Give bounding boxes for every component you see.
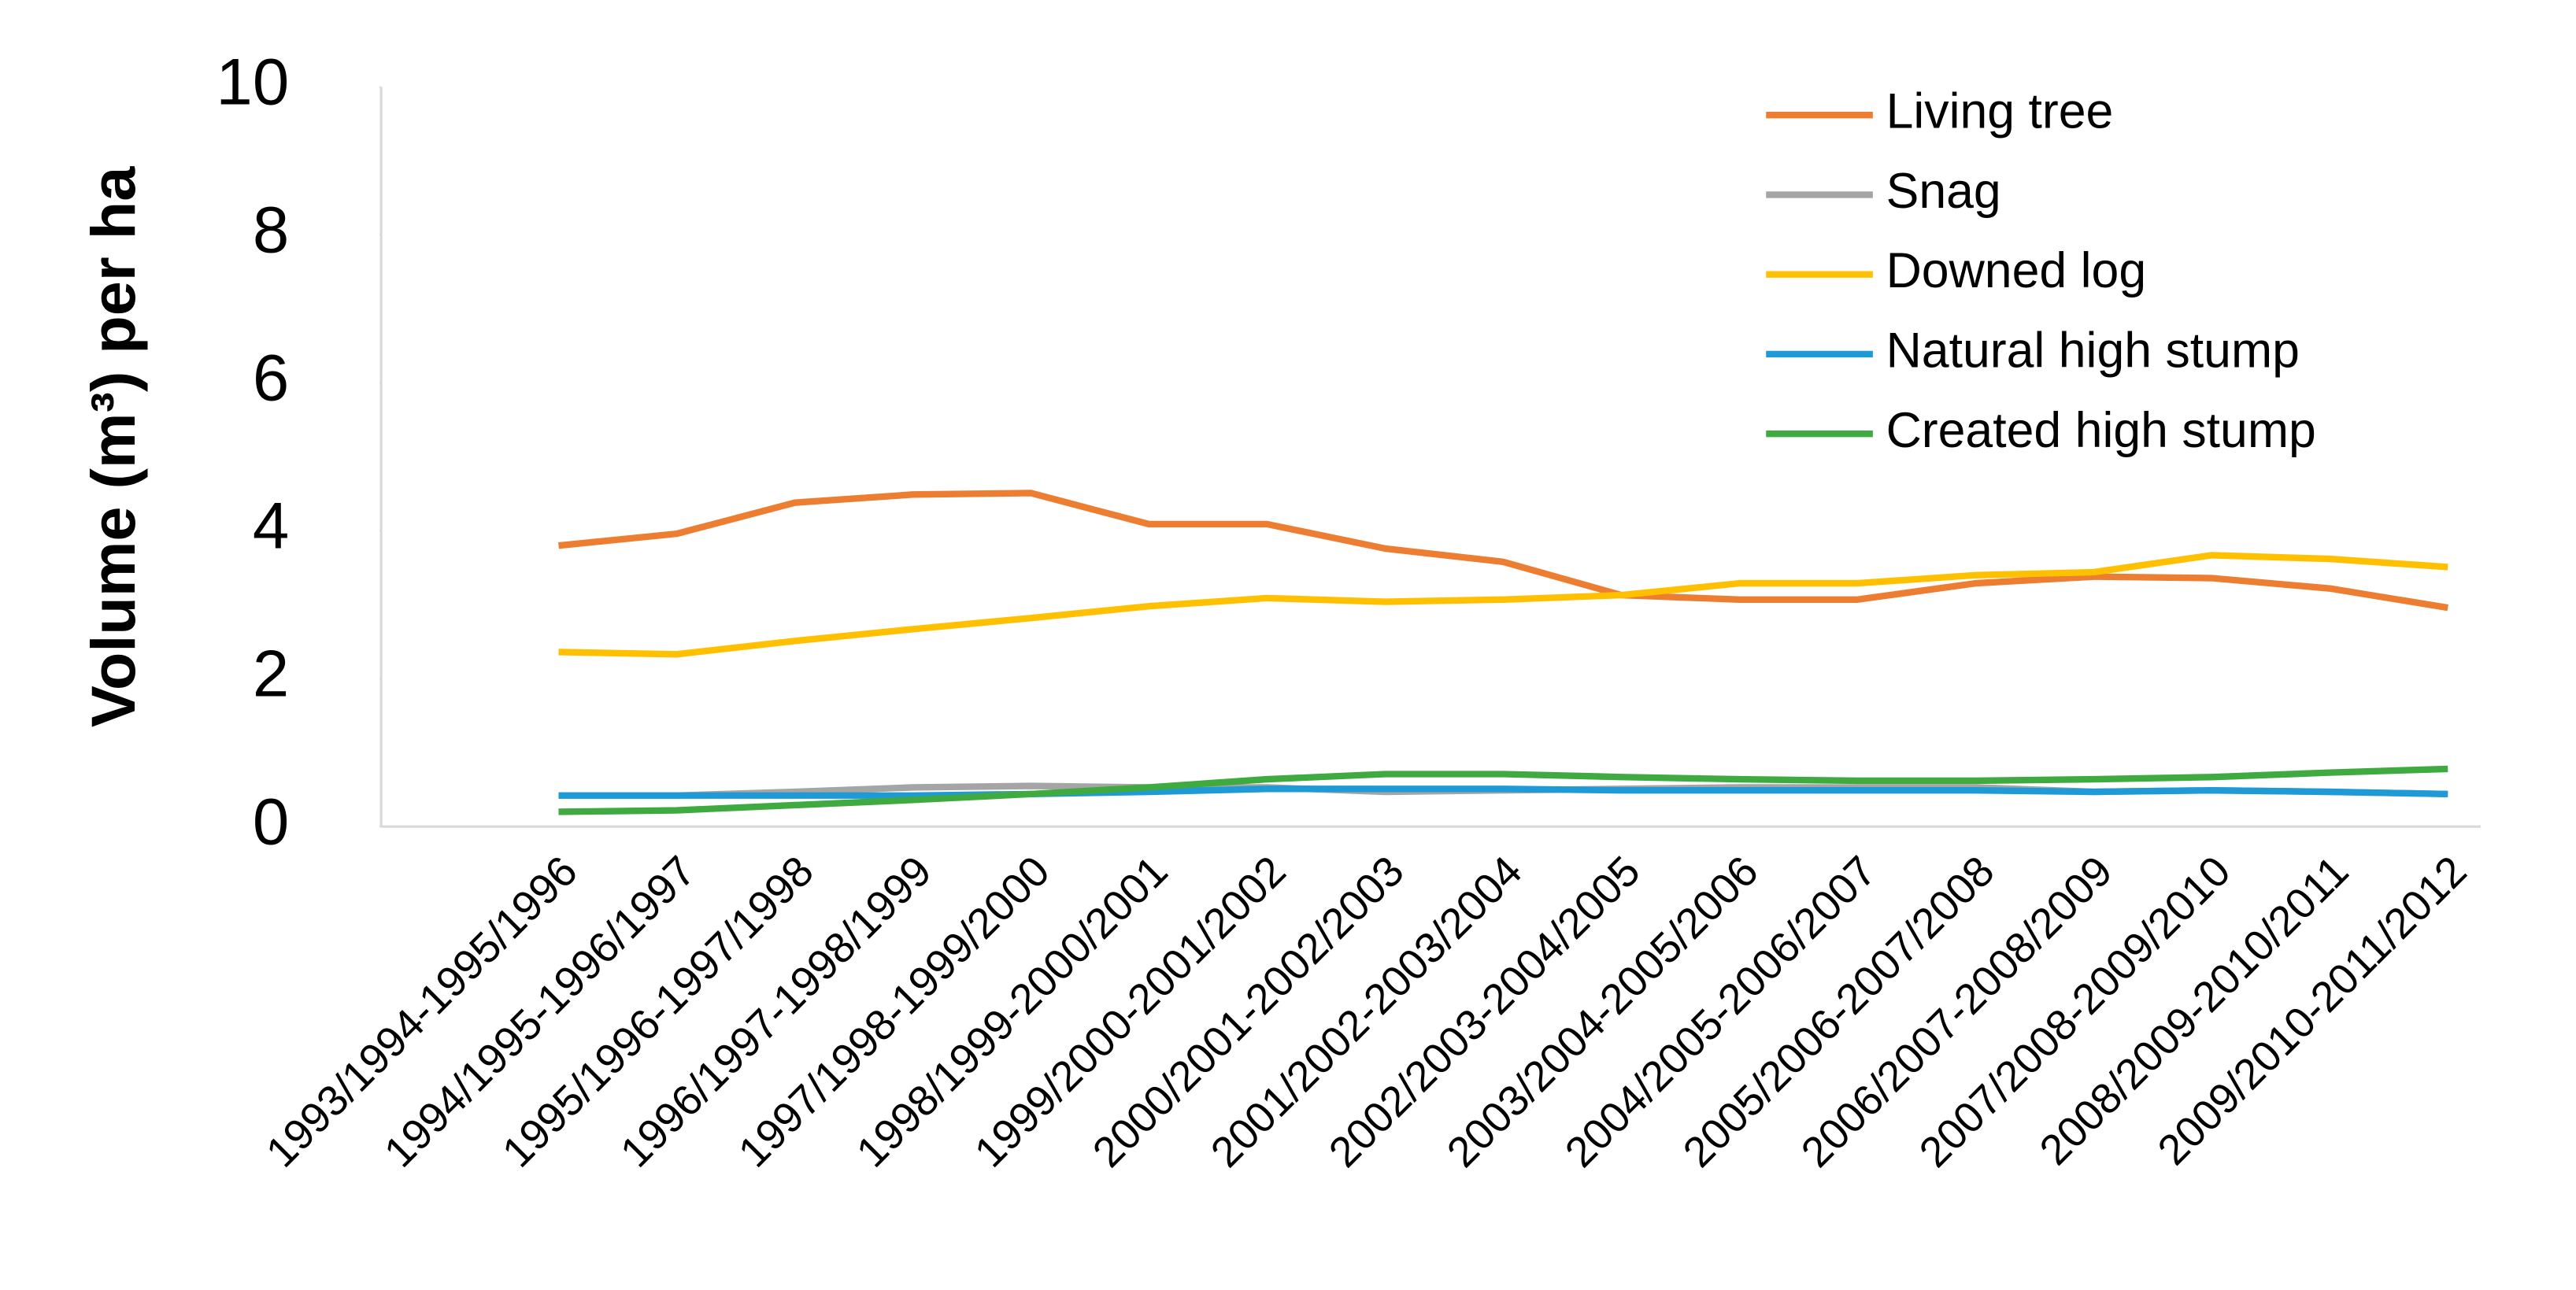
series-line xyxy=(558,785,2448,799)
legend-label: Snag xyxy=(1886,164,2001,219)
y-axis-label: Volume (m³) per ha xyxy=(78,166,148,727)
legend-label: Natural high stump xyxy=(1886,323,2300,378)
y-tick-label: 10 xyxy=(216,45,289,119)
y-tick-label: 4 xyxy=(253,488,289,562)
y-tick-label: 2 xyxy=(253,636,289,710)
legend-label: Created high stump xyxy=(1886,403,2316,458)
legend-label: Downed log xyxy=(1886,243,2147,298)
y-tick-label: 8 xyxy=(253,193,289,267)
legend-label: Living tree xyxy=(1886,84,2114,139)
series-line xyxy=(558,552,2448,658)
y-tick-label: 6 xyxy=(253,341,289,415)
y-tick-label: 0 xyxy=(253,784,289,858)
series-line xyxy=(558,765,2448,815)
series-line xyxy=(558,490,2448,612)
